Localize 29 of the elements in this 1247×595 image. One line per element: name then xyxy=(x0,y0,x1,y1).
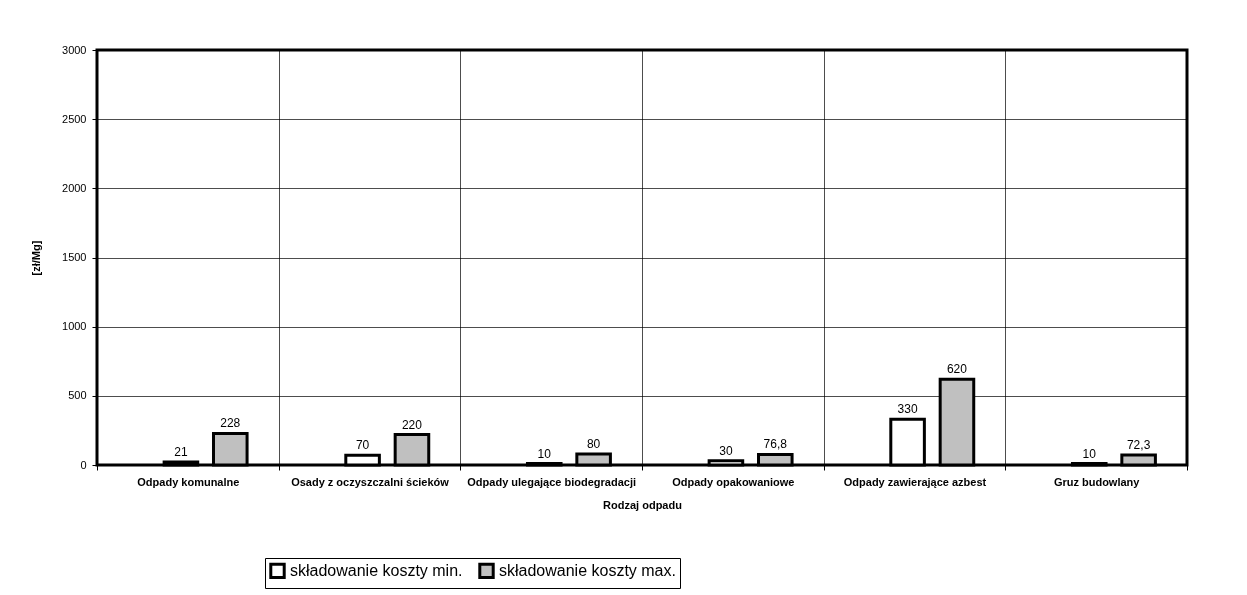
data-label: 330 xyxy=(897,402,918,417)
y-tick-label: 500 xyxy=(68,389,87,402)
data-label: 10 xyxy=(537,446,552,461)
data-label: 620 xyxy=(946,362,968,377)
legend-label: składowanie koszty max. xyxy=(499,561,676,579)
data-label: 220 xyxy=(401,417,423,432)
y-tick-label: 1500 xyxy=(62,251,87,263)
y-tick-label: 2500 xyxy=(62,112,87,125)
x-tick-label: Odpady ulegające biodegradacji xyxy=(467,475,637,488)
data-label: 80 xyxy=(586,436,601,451)
data-label: 76,8 xyxy=(763,437,788,452)
data-label: 21 xyxy=(174,445,188,460)
data-label: 70 xyxy=(355,438,370,453)
y-tick-label: 2000 xyxy=(62,181,87,194)
x-axis-title: Rodzaj odpadu xyxy=(603,498,682,511)
data-label: 228 xyxy=(220,416,241,431)
y-tick-label: 1000 xyxy=(62,320,87,333)
legend-label: składowanie koszty min. xyxy=(290,561,463,579)
y-tick-label: 0 xyxy=(80,458,87,471)
data-label: 72,3 xyxy=(1126,438,1151,452)
x-tick-label: Odpady zawierające azbest xyxy=(843,475,987,488)
y-axis-title: [zł/Mg] xyxy=(30,240,43,276)
data-label: 10 xyxy=(1082,446,1097,461)
x-tick-label: Odpady komunalne xyxy=(137,475,240,488)
x-tick-label: Odpady opakowaniowe xyxy=(672,475,795,488)
x-tick-label: Gruz budowlany xyxy=(1053,475,1141,488)
data-label: 30 xyxy=(719,443,733,458)
x-tick-label: Osady z oczyszczalni ścieków xyxy=(291,475,450,488)
y-tick-label: 3000 xyxy=(62,43,87,56)
